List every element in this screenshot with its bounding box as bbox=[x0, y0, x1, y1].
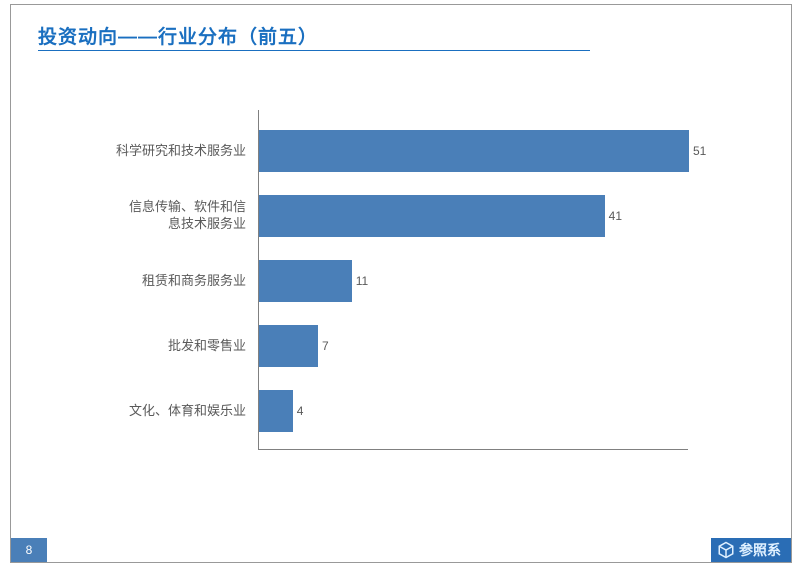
bar-row: 信息传输、软件和信息技术服务业 41 bbox=[70, 195, 710, 237]
bar-label: 文化、体育和娱乐业 bbox=[70, 403, 252, 420]
page-number: 8 bbox=[11, 538, 47, 562]
bar-row: 科学研究和技术服务业 51 bbox=[70, 130, 710, 172]
bar-value: 11 bbox=[356, 274, 368, 288]
bar bbox=[259, 195, 605, 237]
bar-chart: 科学研究和技术服务业 51 信息传输、软件和信息技术服务业 41 租赁和商务服务业 11 批… bbox=[70, 110, 710, 450]
title-underline bbox=[38, 50, 590, 51]
title-text: 投资动向——行业分布（前五） bbox=[38, 27, 318, 48]
bar-row: 批发和零售业 7 bbox=[70, 325, 710, 367]
brand-badge: 参照系 bbox=[711, 538, 791, 562]
page-number-text: 8 bbox=[26, 543, 33, 557]
bar-label: 批发和零售业 bbox=[70, 338, 252, 355]
bar-row: 租赁和商务服务业 11 bbox=[70, 260, 710, 302]
bar-row: 文化、体育和娱乐业 4 bbox=[70, 390, 710, 432]
bar-label: 信息传输、软件和信息技术服务业 bbox=[70, 199, 252, 233]
x-axis bbox=[258, 449, 688, 450]
bar bbox=[259, 130, 689, 172]
bar-value: 7 bbox=[322, 339, 329, 353]
bar-value: 4 bbox=[297, 404, 304, 418]
bar bbox=[259, 325, 318, 367]
bar-label: 租赁和商务服务业 bbox=[70, 273, 252, 290]
bar bbox=[259, 390, 293, 432]
bar-value: 51 bbox=[693, 144, 706, 158]
bar-label: 科学研究和技术服务业 bbox=[70, 143, 252, 160]
bar bbox=[259, 260, 352, 302]
cube-icon bbox=[717, 541, 735, 559]
brand-text: 参照系 bbox=[739, 540, 781, 560]
bar-value: 41 bbox=[609, 209, 622, 223]
slide-title: 投资动向——行业分布（前五） bbox=[38, 22, 742, 49]
